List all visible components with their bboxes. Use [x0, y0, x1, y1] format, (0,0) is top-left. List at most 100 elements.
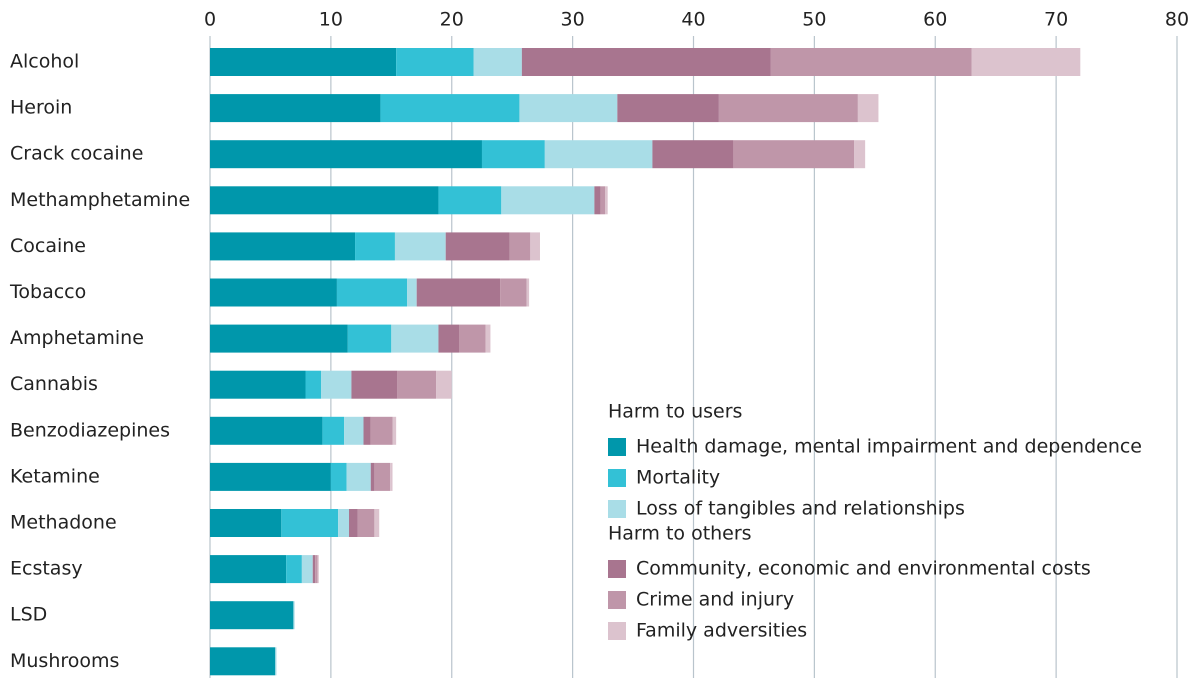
legend-label: Community, economic and environmental co… [636, 558, 1091, 580]
bar-segment [718, 94, 858, 123]
legend-label: Crime and injury [636, 589, 794, 611]
y-tick-label: Alcohol [10, 51, 79, 73]
bar-segment [347, 324, 392, 353]
bar-segment [330, 462, 347, 491]
bar-segment [315, 555, 318, 584]
bar-segment [445, 232, 510, 261]
bar-segment [407, 278, 417, 307]
bar-segment [594, 186, 601, 215]
bar-segment [600, 186, 606, 215]
bar-segment [438, 324, 460, 353]
bar-segment [485, 324, 491, 353]
bar-segment [500, 278, 527, 307]
y-tick-label: LSD [10, 604, 47, 626]
bar-segment [380, 94, 520, 123]
bar-segment [312, 555, 316, 584]
bar-segment [281, 509, 339, 537]
bar-segment [286, 555, 302, 584]
bar-segment [459, 324, 486, 353]
bar-segment [322, 416, 345, 445]
bar-segment [530, 232, 540, 261]
x-tick-label: 50 [802, 9, 826, 31]
bar-segment [397, 370, 437, 399]
legend-swatch [608, 622, 626, 640]
bar-segment [733, 140, 855, 169]
legend-label: Family adversities [636, 620, 807, 642]
legend-label: Mortality [636, 467, 720, 489]
y-tick-label: Methamphetamine [10, 189, 190, 211]
x-tick-label: 80 [1165, 9, 1189, 31]
y-tick-label: Mushrooms [10, 650, 119, 672]
bar-segment [436, 370, 452, 399]
bar-segment [857, 94, 879, 123]
bar-segment [210, 647, 276, 676]
bar-segment [363, 416, 371, 445]
bar-segment [971, 48, 1081, 76]
bar-segment [770, 48, 972, 76]
bar-segment [473, 48, 522, 76]
bar-segment [617, 94, 719, 123]
bar-segment [210, 370, 306, 399]
bar-segment [526, 278, 530, 307]
bar-segment [210, 462, 331, 491]
x-tick-label: 70 [1044, 9, 1068, 31]
bar-segment [210, 601, 294, 630]
legend-swatch [608, 438, 626, 456]
bar-segment [390, 462, 393, 491]
bar-segment [293, 601, 295, 630]
bar-segment [519, 94, 618, 123]
legend-label: Health damage, mental impairment and dep… [636, 436, 1142, 458]
bar-segment [344, 416, 364, 445]
x-tick-label: 0 [204, 9, 216, 31]
y-tick-label: Heroin [10, 97, 72, 119]
y-tick-label: Crack cocaine [10, 143, 143, 165]
y-tick-label: Methadone [10, 512, 117, 534]
x-tick-label: 40 [681, 9, 705, 31]
legend-group-title: Harm to users [608, 401, 742, 423]
bar-segment [317, 555, 319, 584]
bar-segment [210, 555, 287, 584]
legend-swatch [608, 469, 626, 487]
bar-segment [509, 232, 531, 261]
bar-segment [336, 278, 408, 307]
y-tick-label: Amphetamine [10, 327, 144, 349]
bar-segment [210, 94, 381, 123]
legend-group-title: Harm to others [608, 523, 752, 545]
bar-segment [210, 232, 356, 261]
bar-segment [338, 509, 350, 537]
y-tick-label: Ecstasy [10, 558, 83, 580]
bar-segment [351, 370, 398, 399]
bar-segment [374, 462, 391, 491]
bar-segment [416, 278, 501, 307]
legend-swatch [608, 500, 626, 518]
bar-segment [321, 370, 352, 399]
bar-segment [501, 186, 595, 215]
legend-label: Loss of tangibles and relationships [636, 498, 965, 520]
bar-segment [391, 324, 439, 353]
bar-segment [370, 416, 393, 445]
bar-segment [392, 416, 397, 445]
bar-segment [210, 509, 282, 537]
bar-segment [394, 232, 446, 261]
bar-segment [301, 555, 313, 584]
bar-segment [605, 186, 608, 215]
bar-segment [652, 140, 734, 169]
y-tick-label: Ketamine [10, 465, 100, 487]
legend-swatch [608, 591, 626, 609]
x-tick-label: 30 [561, 9, 585, 31]
x-tick-label: 60 [923, 9, 947, 31]
bar-segment [521, 48, 771, 76]
bar-segment [210, 416, 323, 445]
bar-segment [210, 186, 439, 215]
y-tick-label: Cannabis [10, 373, 98, 395]
bar-segment [374, 509, 380, 537]
bar-segment [396, 48, 474, 76]
x-tick-label: 20 [440, 9, 464, 31]
x-tick-label: 10 [319, 9, 343, 31]
bar-segment [370, 462, 375, 491]
bar-segment [854, 140, 866, 169]
bar-segment [210, 278, 337, 307]
bar-segment [355, 232, 395, 261]
y-tick-label: Cocaine [10, 235, 86, 257]
bar-segment [357, 509, 375, 537]
